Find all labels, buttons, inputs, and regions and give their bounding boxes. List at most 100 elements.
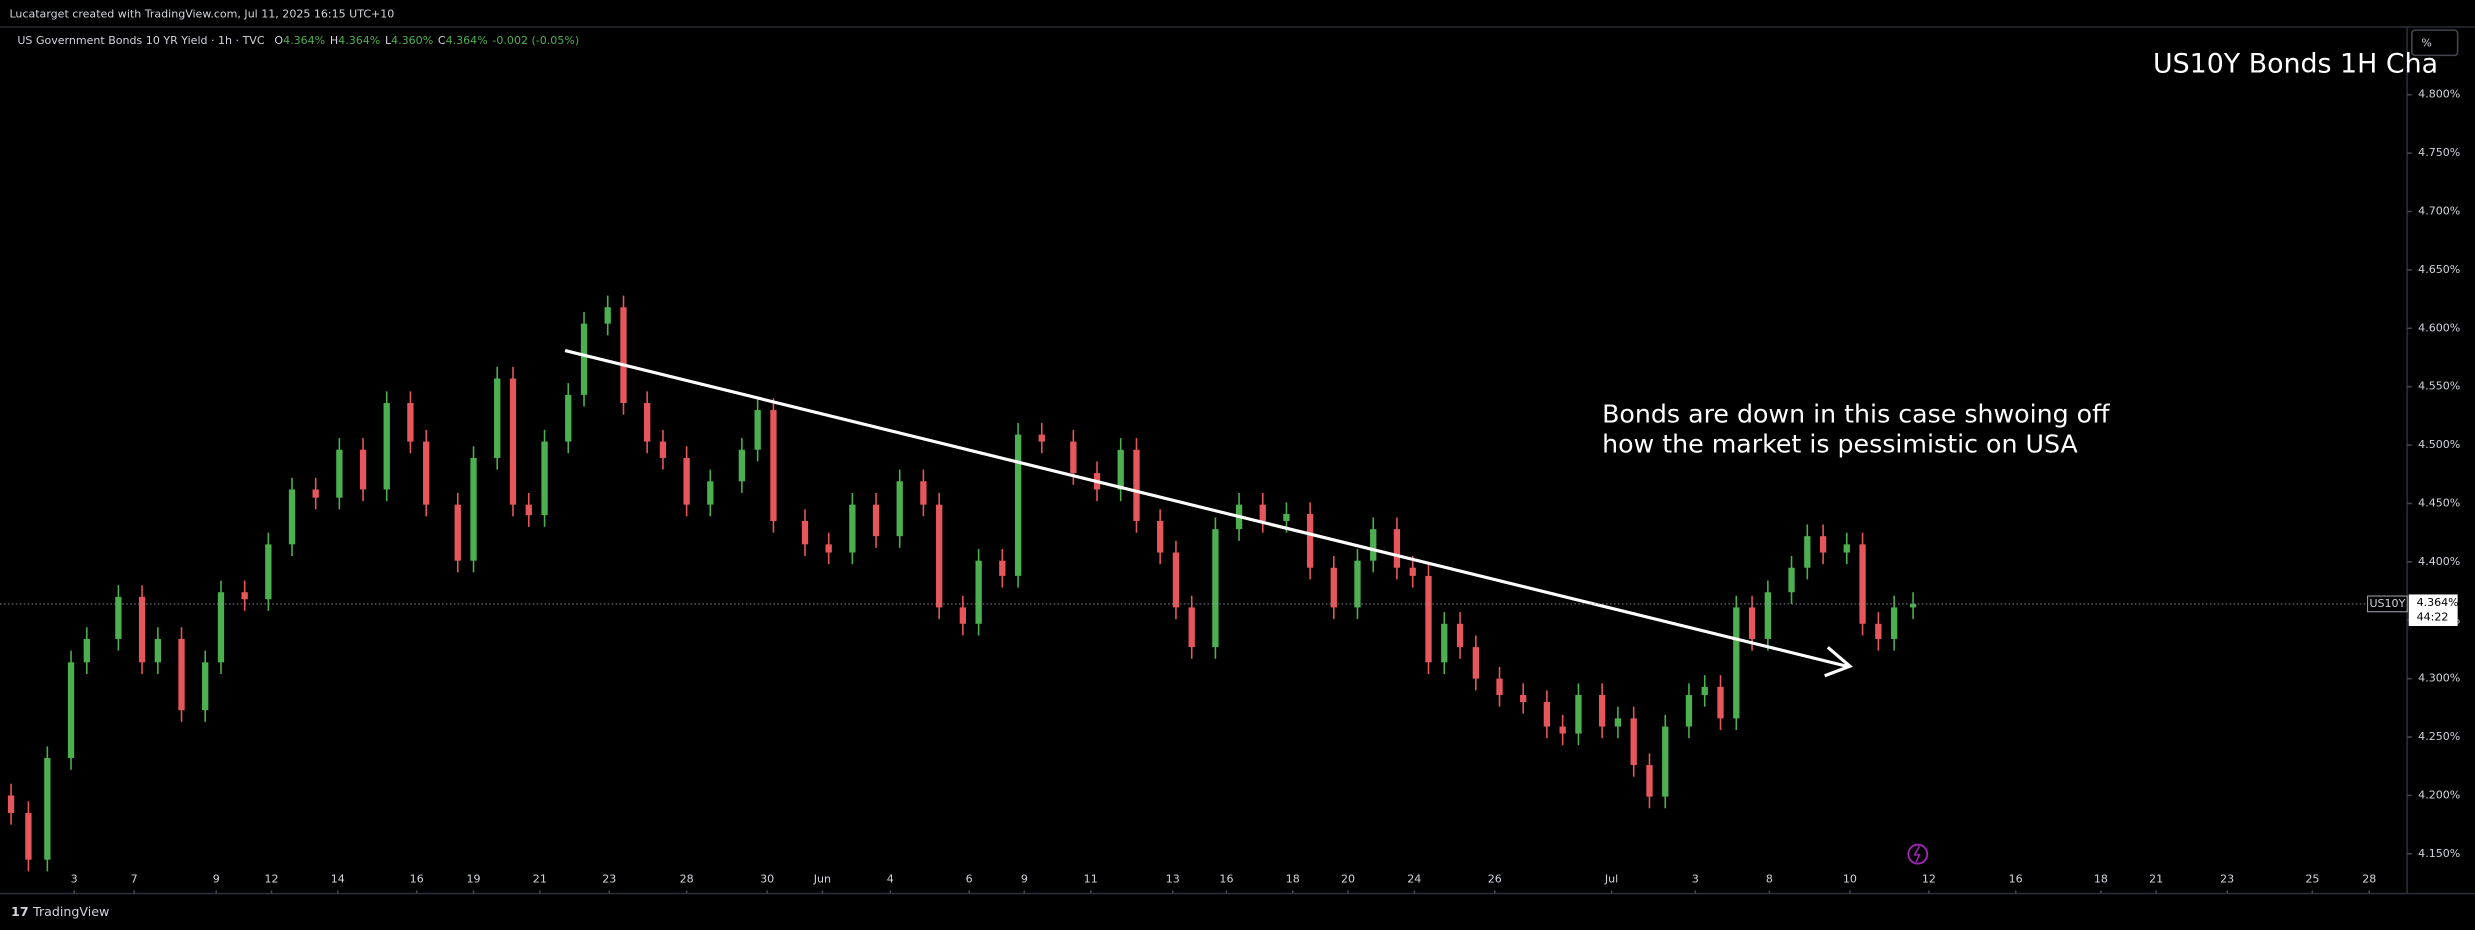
price-badge (2408, 594, 2458, 627)
y-tick-label: 4.150% (2418, 847, 2460, 860)
candle-body (154, 638, 162, 663)
y-tick-label: 4.750% (2418, 146, 2460, 159)
candle-body (1543, 702, 1551, 727)
x-tick-label: 9 (1021, 872, 1028, 885)
annotation: how the market is pessimistic on USA (1602, 429, 2078, 458)
candle-body (1038, 434, 1045, 442)
candle-body (83, 638, 90, 663)
x-tick-label: 16 (1219, 872, 1233, 885)
candle-body (1788, 567, 1795, 593)
candle-body (1909, 603, 1917, 608)
candle-body (494, 378, 501, 458)
x-tick-label: 28 (680, 872, 694, 885)
candle-body (1890, 607, 1898, 639)
candle-body (620, 307, 627, 404)
candle-body (265, 544, 272, 600)
x-tick-label: 16 (410, 872, 424, 885)
candle-body (1843, 544, 1850, 553)
candle-body (1070, 441, 1077, 474)
candle-body (509, 378, 517, 505)
legend-value: 4.364% (338, 34, 380, 47)
candle-body (454, 504, 461, 561)
footer-brand: TradingView (32, 904, 109, 919)
x-tick-label: 12 (264, 872, 278, 885)
x-tick-label: 25 (2305, 872, 2319, 885)
legend-key: C (438, 34, 446, 47)
candle-body (1630, 718, 1637, 766)
candle-body (44, 758, 51, 860)
x-tick-label: 18 (2094, 872, 2108, 885)
x-tick-label: 13 (1166, 872, 1180, 885)
x-tick-label: 23 (2220, 872, 2234, 885)
candle-body (896, 481, 903, 537)
x-tick-label: 24 (1407, 872, 1421, 885)
candle-body (1441, 623, 1448, 663)
logo-mark: 𝟭𝟳 (11, 904, 29, 919)
candle-body (1188, 607, 1195, 648)
candle-body (1472, 647, 1480, 679)
y-tick-label: 4.600% (2418, 321, 2460, 334)
candle-body (1330, 567, 1337, 608)
x-tick-label: 3 (1692, 872, 1699, 885)
y-tick-label: 4.200% (2418, 788, 2460, 801)
trend-arrow-head (1824, 646, 1853, 678)
countdown-label: 44:22 (2417, 610, 2449, 623)
x-tick-label: 18 (1286, 872, 1300, 885)
candle-body (801, 520, 809, 545)
x-tick-label: 20 (1341, 872, 1355, 885)
candle-body (336, 449, 343, 498)
candle-body (7, 795, 15, 813)
candle-body (754, 410, 761, 450)
candle-body (1859, 544, 1866, 624)
candle-body (423, 441, 430, 505)
y-tick-label: 4.550% (2418, 380, 2460, 393)
candle-body (936, 504, 943, 608)
legend-key: H (330, 34, 338, 47)
candle-body (1172, 552, 1180, 608)
candle-body (1133, 449, 1140, 521)
y-tick-label: 4.250% (2418, 730, 2460, 743)
candle-body (1212, 529, 1219, 648)
y-tick-label: 4.300% (2418, 672, 2460, 685)
candle-body (975, 560, 982, 624)
candle-body (683, 457, 690, 505)
candle-body (644, 403, 651, 442)
x-tick-label: 21 (2149, 872, 2163, 885)
candle-body (1875, 623, 1882, 639)
candle-body (770, 410, 777, 521)
candle-body (202, 662, 209, 711)
candle-body (1748, 607, 1756, 639)
candle-body (1014, 434, 1022, 576)
symbol-label: US10Y (2369, 597, 2405, 610)
candle-body (1306, 513, 1314, 568)
unit-button-label[interactable]: % (2421, 37, 2431, 50)
y-tick-label: 4.500% (2418, 438, 2460, 451)
candle-body (1819, 536, 1827, 553)
x-tick-label: 30 (760, 872, 774, 885)
candle-body (541, 441, 548, 516)
candle-body (659, 441, 667, 458)
candle-body (25, 812, 32, 860)
candle-body (383, 403, 390, 490)
y-tick-label: 4.650% (2418, 263, 2460, 276)
credit: Lucatarget created with TradingView.com,… (9, 7, 394, 20)
x-tick-label: 6 (966, 872, 973, 885)
candle-body (359, 449, 367, 490)
candle-body (1559, 726, 1566, 734)
y-tick-label: 4.450% (2418, 496, 2460, 509)
price-badge-label: 4.364% (2417, 596, 2459, 609)
candle-body (178, 638, 185, 711)
candle-body (115, 596, 122, 639)
candle-body (1393, 529, 1401, 568)
candle-body (1496, 678, 1503, 696)
x-tick-label: 23 (602, 872, 616, 885)
instrument-legend: US Government Bonds 10 YR Yield · 1h · T… (17, 34, 579, 47)
x-tick-label: 8 (1766, 872, 1773, 885)
legend-value: 4.364% (446, 34, 488, 47)
alert-icon[interactable] (1907, 843, 1929, 865)
instrument: US Government Bonds 10 YR Yield · 1h · T… (17, 34, 264, 47)
candle-body (1370, 529, 1377, 561)
unit-button[interactable] (2411, 29, 2459, 57)
